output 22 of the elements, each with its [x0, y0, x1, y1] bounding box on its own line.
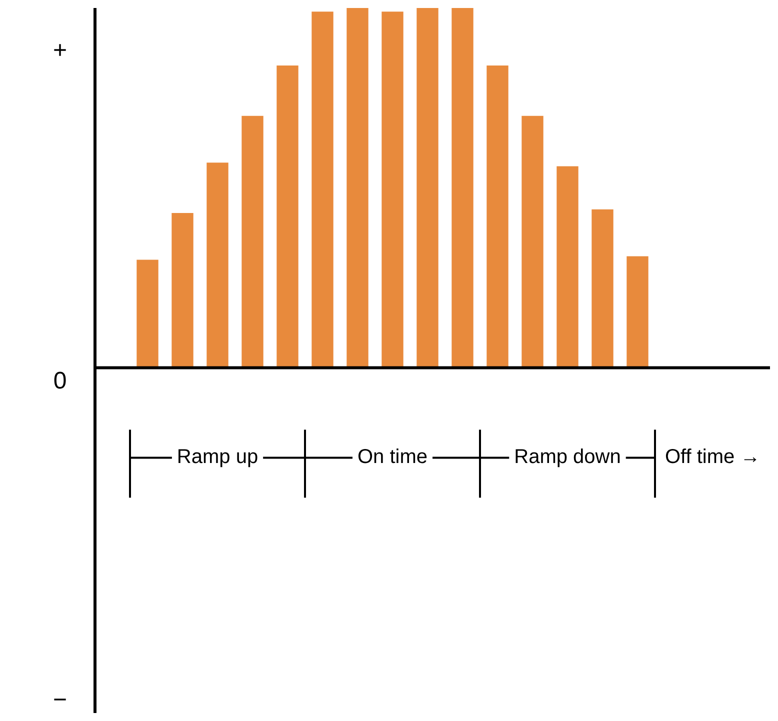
- bar: [382, 12, 404, 368]
- bar: [136, 260, 158, 368]
- text: −: [52, 686, 68, 714]
- text: Off time →: [665, 446, 760, 468]
- bar: [276, 66, 298, 368]
- bar: [346, 8, 368, 368]
- bar: [452, 8, 474, 368]
- text: +: [52, 36, 68, 64]
- text: On time: [357, 446, 428, 468]
- bar: [242, 116, 264, 368]
- bar: [556, 166, 578, 368]
- bar: [626, 256, 648, 368]
- text: Ramp up: [176, 446, 258, 468]
- bar: [206, 162, 228, 368]
- bar: [416, 8, 438, 368]
- bar: [486, 66, 508, 368]
- text: Ramp down: [514, 446, 621, 468]
- text: 0: [53, 367, 67, 394]
- bar: [312, 12, 334, 368]
- bar: [522, 116, 544, 368]
- bar: [172, 213, 194, 368]
- bar: [592, 209, 614, 368]
